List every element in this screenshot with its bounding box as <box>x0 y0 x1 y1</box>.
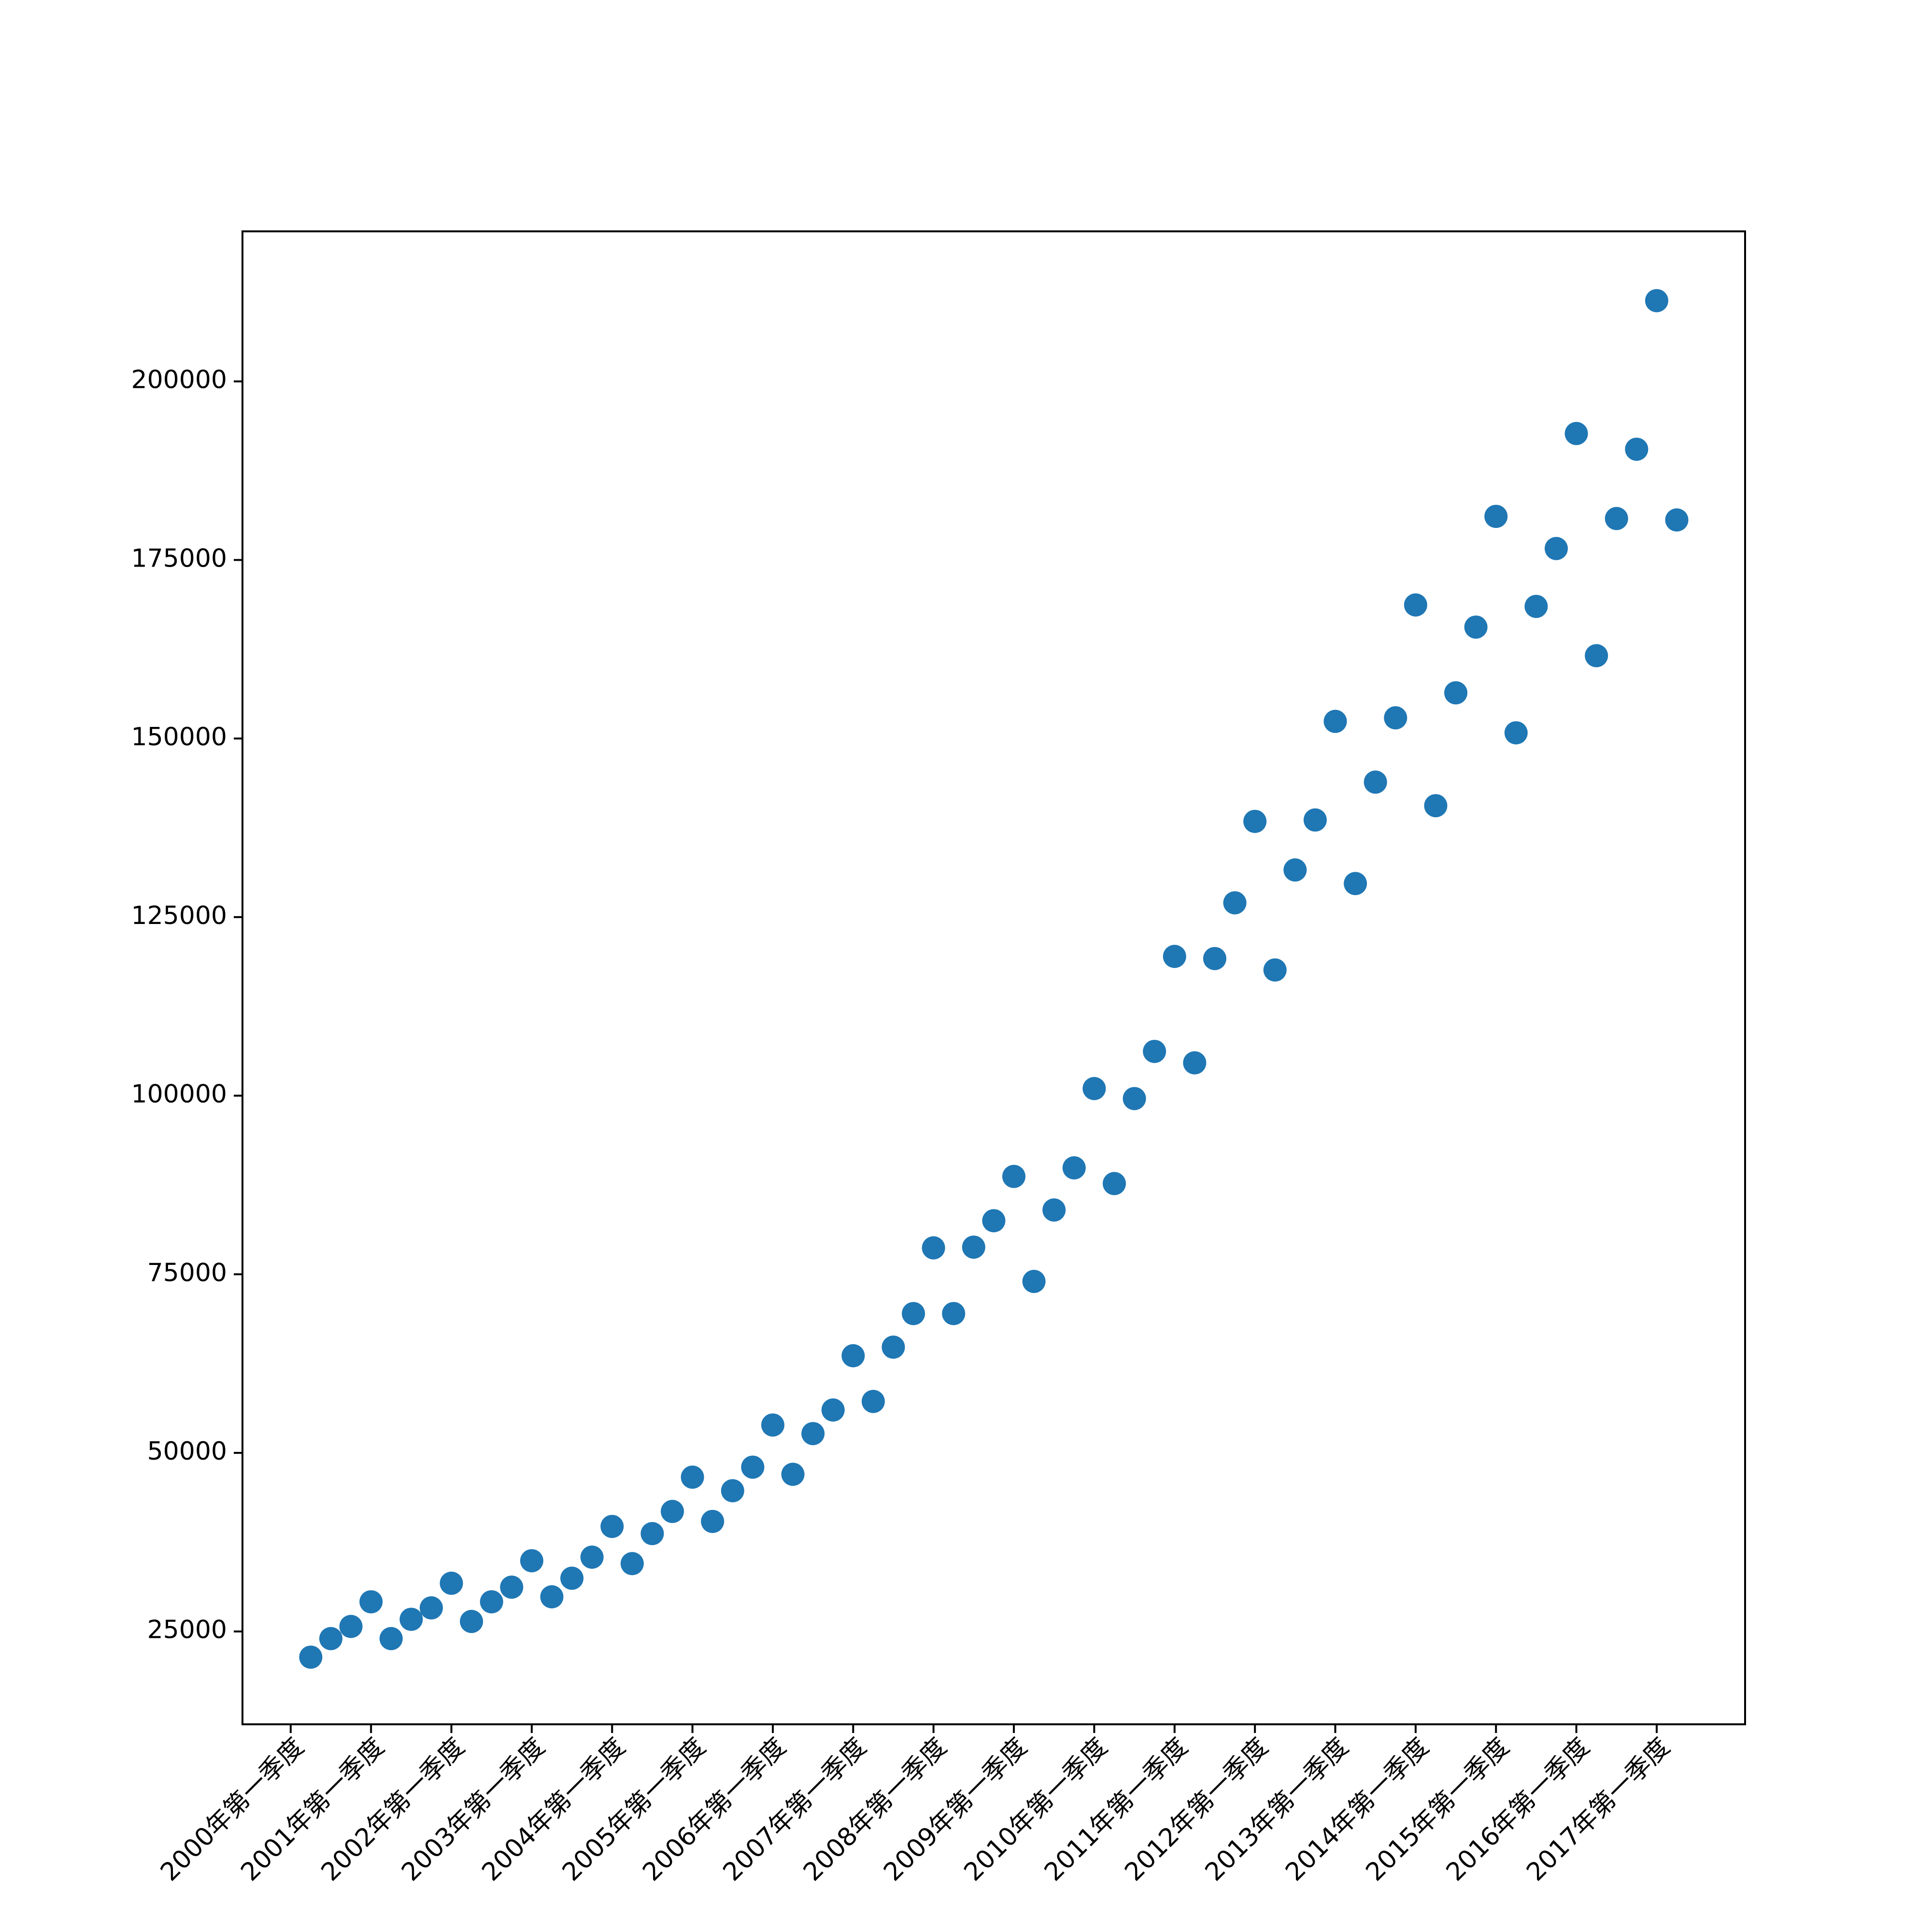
point <box>1122 1087 1146 1110</box>
point <box>1103 1172 1126 1195</box>
y-tick-label: 150000 <box>131 723 227 752</box>
point <box>419 1596 443 1619</box>
point <box>1665 508 1689 532</box>
point <box>1163 945 1186 968</box>
point <box>942 1302 966 1325</box>
point <box>922 1236 945 1260</box>
point <box>1424 794 1448 818</box>
point <box>1243 810 1267 833</box>
point <box>1545 537 1568 560</box>
point <box>520 1549 543 1573</box>
point <box>1042 1198 1066 1222</box>
point <box>1082 1077 1106 1100</box>
point <box>1524 595 1548 618</box>
point <box>500 1576 524 1599</box>
plot-frame <box>242 230 1746 1725</box>
y-tick-label: 175000 <box>131 544 227 573</box>
point <box>1263 958 1287 982</box>
point <box>460 1610 483 1634</box>
point <box>1484 505 1508 528</box>
point <box>1404 593 1427 617</box>
point <box>620 1552 644 1576</box>
point <box>861 1390 885 1413</box>
y-tick-label: 100000 <box>131 1080 227 1109</box>
point <box>1625 438 1648 461</box>
point <box>399 1607 423 1631</box>
point <box>902 1302 925 1325</box>
point <box>1183 1051 1207 1075</box>
point <box>741 1455 765 1479</box>
point <box>701 1509 724 1533</box>
y-tick-label: 25000 <box>147 1616 227 1645</box>
point <box>440 1571 463 1595</box>
point <box>1022 1270 1046 1293</box>
point <box>1323 710 1347 733</box>
point <box>1143 1039 1166 1063</box>
y-tick-label: 125000 <box>131 901 227 930</box>
point <box>1002 1165 1026 1188</box>
point <box>1564 422 1588 445</box>
point <box>661 1500 684 1523</box>
point <box>982 1209 1006 1233</box>
point <box>1223 891 1247 915</box>
point <box>1645 289 1668 313</box>
y-tick-label: 75000 <box>147 1258 227 1287</box>
point <box>1444 681 1468 705</box>
point <box>1384 706 1407 730</box>
point <box>580 1545 604 1569</box>
point <box>600 1515 624 1538</box>
point <box>1283 858 1307 882</box>
y-tick-label: 200000 <box>131 366 227 395</box>
point <box>1364 770 1387 794</box>
y-tick-label: 50000 <box>147 1437 227 1466</box>
point <box>801 1422 825 1446</box>
point <box>1605 507 1628 530</box>
point <box>781 1463 805 1486</box>
point <box>841 1344 865 1367</box>
point <box>1303 808 1327 832</box>
point <box>640 1522 664 1546</box>
point <box>319 1627 342 1650</box>
point <box>681 1465 704 1489</box>
point <box>821 1398 845 1422</box>
point <box>359 1590 383 1614</box>
point <box>379 1627 403 1650</box>
point <box>480 1590 503 1614</box>
point <box>1344 872 1367 895</box>
point <box>1203 947 1226 970</box>
point <box>540 1585 564 1609</box>
point <box>962 1236 985 1259</box>
point <box>1504 721 1528 745</box>
point <box>339 1615 363 1638</box>
point <box>560 1566 584 1590</box>
point <box>1062 1156 1086 1179</box>
point <box>299 1645 323 1669</box>
point <box>721 1479 744 1503</box>
point <box>761 1413 784 1437</box>
point <box>1585 644 1608 668</box>
point <box>1464 615 1488 639</box>
point <box>881 1335 905 1359</box>
